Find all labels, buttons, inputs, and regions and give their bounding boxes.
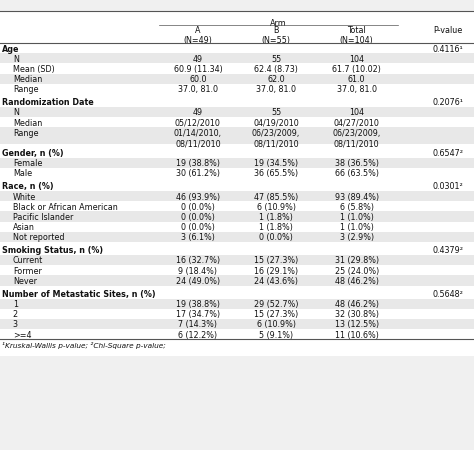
Text: 0 (0.0%): 0 (0.0%) — [259, 233, 293, 242]
Text: 19 (38.8%): 19 (38.8%) — [176, 300, 220, 309]
FancyBboxPatch shape — [0, 107, 474, 117]
Text: 48 (46.2%): 48 (46.2%) — [335, 300, 379, 309]
Text: 7 (14.3%): 7 (14.3%) — [178, 320, 218, 329]
Text: 104: 104 — [349, 55, 364, 64]
FancyBboxPatch shape — [0, 288, 474, 299]
Text: 2: 2 — [13, 310, 18, 319]
Text: 06/23/2009,
08/11/2010: 06/23/2009, 08/11/2010 — [252, 129, 300, 148]
FancyBboxPatch shape — [0, 329, 474, 339]
FancyBboxPatch shape — [0, 309, 474, 319]
FancyBboxPatch shape — [0, 84, 474, 94]
Text: Male: Male — [13, 169, 32, 178]
Text: 25 (24.0%): 25 (24.0%) — [335, 266, 379, 275]
Text: 9 (18.4%): 9 (18.4%) — [178, 266, 218, 275]
Text: 3: 3 — [13, 320, 18, 329]
FancyBboxPatch shape — [0, 245, 474, 255]
Text: Age: Age — [2, 45, 20, 54]
Text: 0 (0.0%): 0 (0.0%) — [181, 202, 215, 211]
Text: 0.2076¹: 0.2076¹ — [432, 99, 463, 107]
Text: Number of Metastatic Sites, n (%): Number of Metastatic Sites, n (%) — [2, 290, 156, 299]
Text: 04/19/2010: 04/19/2010 — [253, 118, 299, 127]
Text: 0.4116¹: 0.4116¹ — [432, 45, 463, 54]
Text: 62.0: 62.0 — [267, 75, 285, 84]
Text: 24 (43.6%): 24 (43.6%) — [254, 277, 298, 286]
Text: Female: Female — [13, 159, 42, 168]
FancyBboxPatch shape — [0, 11, 474, 356]
FancyBboxPatch shape — [0, 201, 474, 212]
Text: 61.0: 61.0 — [348, 75, 365, 84]
Text: 3 (2.9%): 3 (2.9%) — [340, 233, 374, 242]
FancyBboxPatch shape — [0, 191, 474, 201]
Text: 5 (9.1%): 5 (9.1%) — [259, 330, 293, 339]
Text: Not reported: Not reported — [13, 233, 64, 242]
Text: 04/27/2010: 04/27/2010 — [334, 118, 380, 127]
Text: 0 (0.0%): 0 (0.0%) — [181, 223, 215, 232]
Text: N: N — [13, 55, 18, 64]
Text: 37.0, 81.0: 37.0, 81.0 — [256, 85, 296, 94]
Text: 11 (10.6%): 11 (10.6%) — [335, 330, 379, 339]
Text: >=4: >=4 — [13, 330, 31, 339]
Text: 0.4379²: 0.4379² — [432, 246, 463, 255]
Text: 01/14/2010,
08/11/2010: 01/14/2010, 08/11/2010 — [174, 129, 222, 148]
FancyBboxPatch shape — [0, 54, 474, 63]
Text: 19 (34.5%): 19 (34.5%) — [254, 159, 298, 168]
Text: 37.0, 81.0: 37.0, 81.0 — [178, 85, 218, 94]
Text: 06/23/2009,
08/11/2010: 06/23/2009, 08/11/2010 — [333, 129, 381, 148]
Text: 17 (34.7%): 17 (34.7%) — [176, 310, 220, 319]
FancyBboxPatch shape — [0, 285, 474, 288]
Text: 36 (65.5%): 36 (65.5%) — [254, 169, 298, 178]
Text: 3 (6.1%): 3 (6.1%) — [181, 233, 215, 242]
FancyBboxPatch shape — [0, 265, 474, 275]
Text: 1: 1 — [13, 300, 18, 309]
Text: Mean (SD): Mean (SD) — [13, 65, 55, 74]
Text: 24 (49.0%): 24 (49.0%) — [176, 277, 220, 286]
Text: 16 (32.7%): 16 (32.7%) — [176, 256, 220, 266]
FancyBboxPatch shape — [0, 319, 474, 329]
FancyBboxPatch shape — [0, 148, 474, 157]
FancyBboxPatch shape — [0, 178, 474, 181]
Text: 0 (0.0%): 0 (0.0%) — [181, 213, 215, 222]
Text: White: White — [13, 193, 36, 202]
FancyBboxPatch shape — [0, 275, 474, 285]
Text: Black or African American: Black or African American — [13, 202, 118, 211]
Text: 104: 104 — [349, 108, 364, 117]
Text: 0.5648²: 0.5648² — [432, 290, 463, 299]
Text: 60.9 (11.34): 60.9 (11.34) — [173, 65, 222, 74]
Text: 38 (36.5%): 38 (36.5%) — [335, 159, 379, 168]
FancyBboxPatch shape — [0, 232, 474, 242]
FancyBboxPatch shape — [0, 168, 474, 178]
Text: 0.0301²: 0.0301² — [432, 182, 463, 191]
Text: 15 (27.3%): 15 (27.3%) — [254, 256, 298, 266]
Text: Median: Median — [13, 118, 42, 127]
Text: 1 (1.8%): 1 (1.8%) — [259, 213, 293, 222]
Text: 0.6547²: 0.6547² — [432, 149, 463, 158]
Text: 47 (85.5%): 47 (85.5%) — [254, 193, 298, 202]
Text: 66 (63.5%): 66 (63.5%) — [335, 169, 379, 178]
Text: Median: Median — [13, 75, 42, 84]
Text: Never: Never — [13, 277, 37, 286]
Text: 1 (1.8%): 1 (1.8%) — [259, 223, 293, 232]
FancyBboxPatch shape — [0, 255, 474, 265]
Text: 6 (10.9%): 6 (10.9%) — [256, 202, 296, 211]
Text: 6 (10.9%): 6 (10.9%) — [256, 320, 296, 329]
Text: 19 (38.8%): 19 (38.8%) — [176, 159, 220, 168]
Text: 93 (89.4%): 93 (89.4%) — [335, 193, 379, 202]
Text: Race, n (%): Race, n (%) — [2, 182, 54, 191]
FancyBboxPatch shape — [0, 127, 474, 144]
Text: 32 (30.8%): 32 (30.8%) — [335, 310, 379, 319]
Text: 46 (93.9%): 46 (93.9%) — [176, 193, 220, 202]
Text: Range: Range — [13, 85, 38, 94]
FancyBboxPatch shape — [0, 221, 474, 232]
FancyBboxPatch shape — [0, 117, 474, 127]
Text: Randomization Date: Randomization Date — [2, 99, 94, 107]
FancyBboxPatch shape — [0, 299, 474, 309]
Text: 16 (29.1%): 16 (29.1%) — [254, 266, 298, 275]
Text: 29 (52.7%): 29 (52.7%) — [254, 300, 298, 309]
Text: 48 (46.2%): 48 (46.2%) — [335, 277, 379, 286]
Text: 55: 55 — [271, 55, 281, 64]
Text: 60.0: 60.0 — [189, 75, 207, 84]
Text: 31 (29.8%): 31 (29.8%) — [335, 256, 379, 266]
Text: Arm: Arm — [270, 19, 287, 28]
FancyBboxPatch shape — [0, 212, 474, 221]
